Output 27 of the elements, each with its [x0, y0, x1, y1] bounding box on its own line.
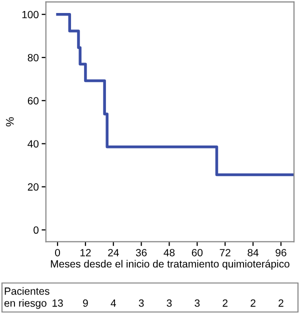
- text: 2: [278, 299, 284, 307]
- y-tick-label: 40: [28, 140, 39, 148]
- x-tick-label: 12: [80, 248, 91, 256]
- y-tick-label: 60: [28, 97, 39, 104]
- x-axis-title: Meses desde el inicio de tratamiento quimioterápico: [50, 260, 290, 270]
- x-tick-label: 48: [164, 248, 175, 256]
- x-tick-label: 36: [136, 248, 147, 256]
- x-tick-label: 72: [220, 248, 230, 256]
- text: 3: [166, 299, 172, 307]
- text: 13: [52, 299, 63, 307]
- text: 2: [250, 299, 256, 307]
- text: Pacientes en riesgo: [4, 287, 50, 309]
- x-tick-label: 24: [108, 248, 119, 256]
- x-tick-label: 96: [276, 248, 286, 256]
- text: 2: [222, 299, 228, 307]
- text: 3: [194, 299, 200, 307]
- text: 9: [83, 299, 88, 307]
- y-tick-label: 100: [22, 10, 39, 18]
- y-tick-label: 80: [28, 54, 39, 62]
- x-tick-label: 60: [192, 248, 203, 256]
- x-tick-label: 84: [248, 248, 259, 256]
- text: 3: [138, 299, 144, 307]
- y-axis-title: %: [6, 117, 14, 126]
- x-tick-label: 0: [55, 248, 60, 256]
- y-tick-label: 20: [28, 183, 39, 191]
- text: 4: [110, 300, 116, 307]
- y-tick-label: 0: [34, 226, 39, 234]
